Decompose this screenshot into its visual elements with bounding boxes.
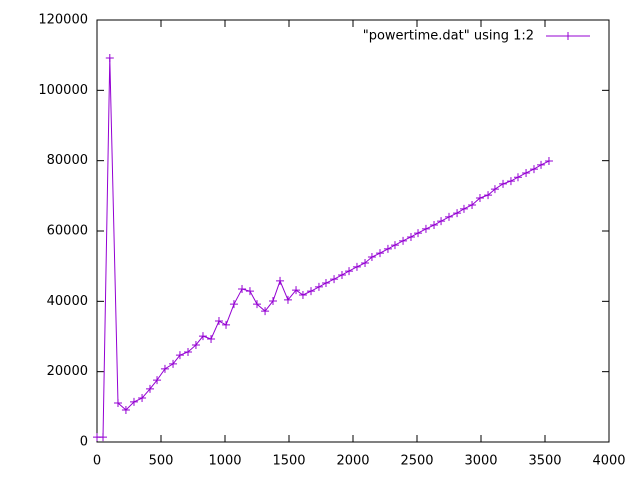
point-marker [99, 433, 108, 442]
y-tick-label: 80000 [47, 153, 88, 168]
y-tick-label: 60000 [47, 224, 88, 239]
point-marker [145, 384, 154, 393]
x-tick-label: 0 [93, 454, 101, 469]
x-tick-label: 500 [149, 454, 174, 469]
point-marker [269, 296, 277, 305]
point-marker [238, 285, 247, 294]
x-tick-label: 4000 [592, 454, 625, 469]
point-marker [445, 212, 453, 221]
point-marker [184, 347, 193, 356]
point-marker [175, 351, 184, 360]
point-marker [529, 165, 538, 174]
y-tick-label: 0 [80, 435, 88, 450]
point-marker [406, 232, 415, 241]
legend-label: "powertime.dat" using 1:2 [363, 29, 534, 44]
point-marker [229, 300, 238, 309]
x-tick-label: 3000 [464, 454, 497, 469]
point-marker [191, 340, 200, 349]
point-marker [121, 405, 130, 414]
point-marker [399, 236, 408, 245]
point-marker [198, 332, 207, 341]
point-marker [129, 397, 138, 406]
point-marker [298, 291, 307, 300]
point-marker [484, 191, 493, 200]
point-marker [337, 270, 346, 279]
point-marker [453, 209, 462, 218]
x-tick-label: 1500 [272, 454, 305, 469]
point-marker [207, 334, 216, 343]
point-marker [499, 179, 508, 188]
y-tick-label: 120000 [38, 13, 88, 28]
point-marker [475, 193, 484, 202]
point-marker [522, 168, 531, 177]
point-marker [105, 53, 114, 62]
point-marker [113, 398, 122, 407]
point-marker [283, 295, 292, 304]
point-marker [330, 275, 339, 284]
data-line [97, 57, 550, 438]
point-marker [292, 286, 301, 295]
point-marker [361, 259, 370, 268]
point-marker [222, 320, 231, 329]
point-marker [314, 282, 323, 291]
point-marker [245, 287, 254, 296]
point-marker [261, 307, 270, 316]
point-marker [490, 185, 499, 194]
point-marker [414, 229, 423, 238]
x-tick-label: 2500 [400, 454, 433, 469]
point-marker [513, 173, 522, 182]
point-marker [153, 376, 162, 385]
point-marker [506, 177, 515, 186]
point-marker [430, 221, 439, 230]
point-marker [367, 253, 376, 262]
x-tick-label: 1000 [208, 454, 241, 469]
plot-border [96, 19, 610, 443]
point-marker [276, 276, 285, 285]
legend-marker [564, 32, 572, 40]
y-tick-label: 20000 [47, 364, 88, 379]
point-marker [345, 267, 354, 276]
x-tick-label: 2000 [336, 454, 369, 469]
y-tick-label: 40000 [47, 294, 88, 309]
point-marker [138, 394, 147, 403]
point-marker [376, 249, 385, 258]
point-marker [537, 160, 546, 169]
point-marker [421, 224, 430, 233]
point-marker [390, 241, 399, 250]
point-marker [437, 217, 446, 226]
y-tick-label: 100000 [38, 83, 88, 98]
x-tick-label: 3500 [528, 454, 561, 469]
point-marker [544, 157, 553, 166]
point-marker [214, 317, 223, 326]
point-marker [321, 279, 330, 288]
point-marker [459, 204, 468, 213]
point-marker [169, 359, 178, 368]
point-marker [383, 244, 392, 253]
point-marker [253, 300, 261, 309]
point-marker [307, 287, 316, 296]
point-marker [160, 364, 169, 373]
point-marker [468, 200, 477, 209]
point-marker [352, 262, 361, 271]
